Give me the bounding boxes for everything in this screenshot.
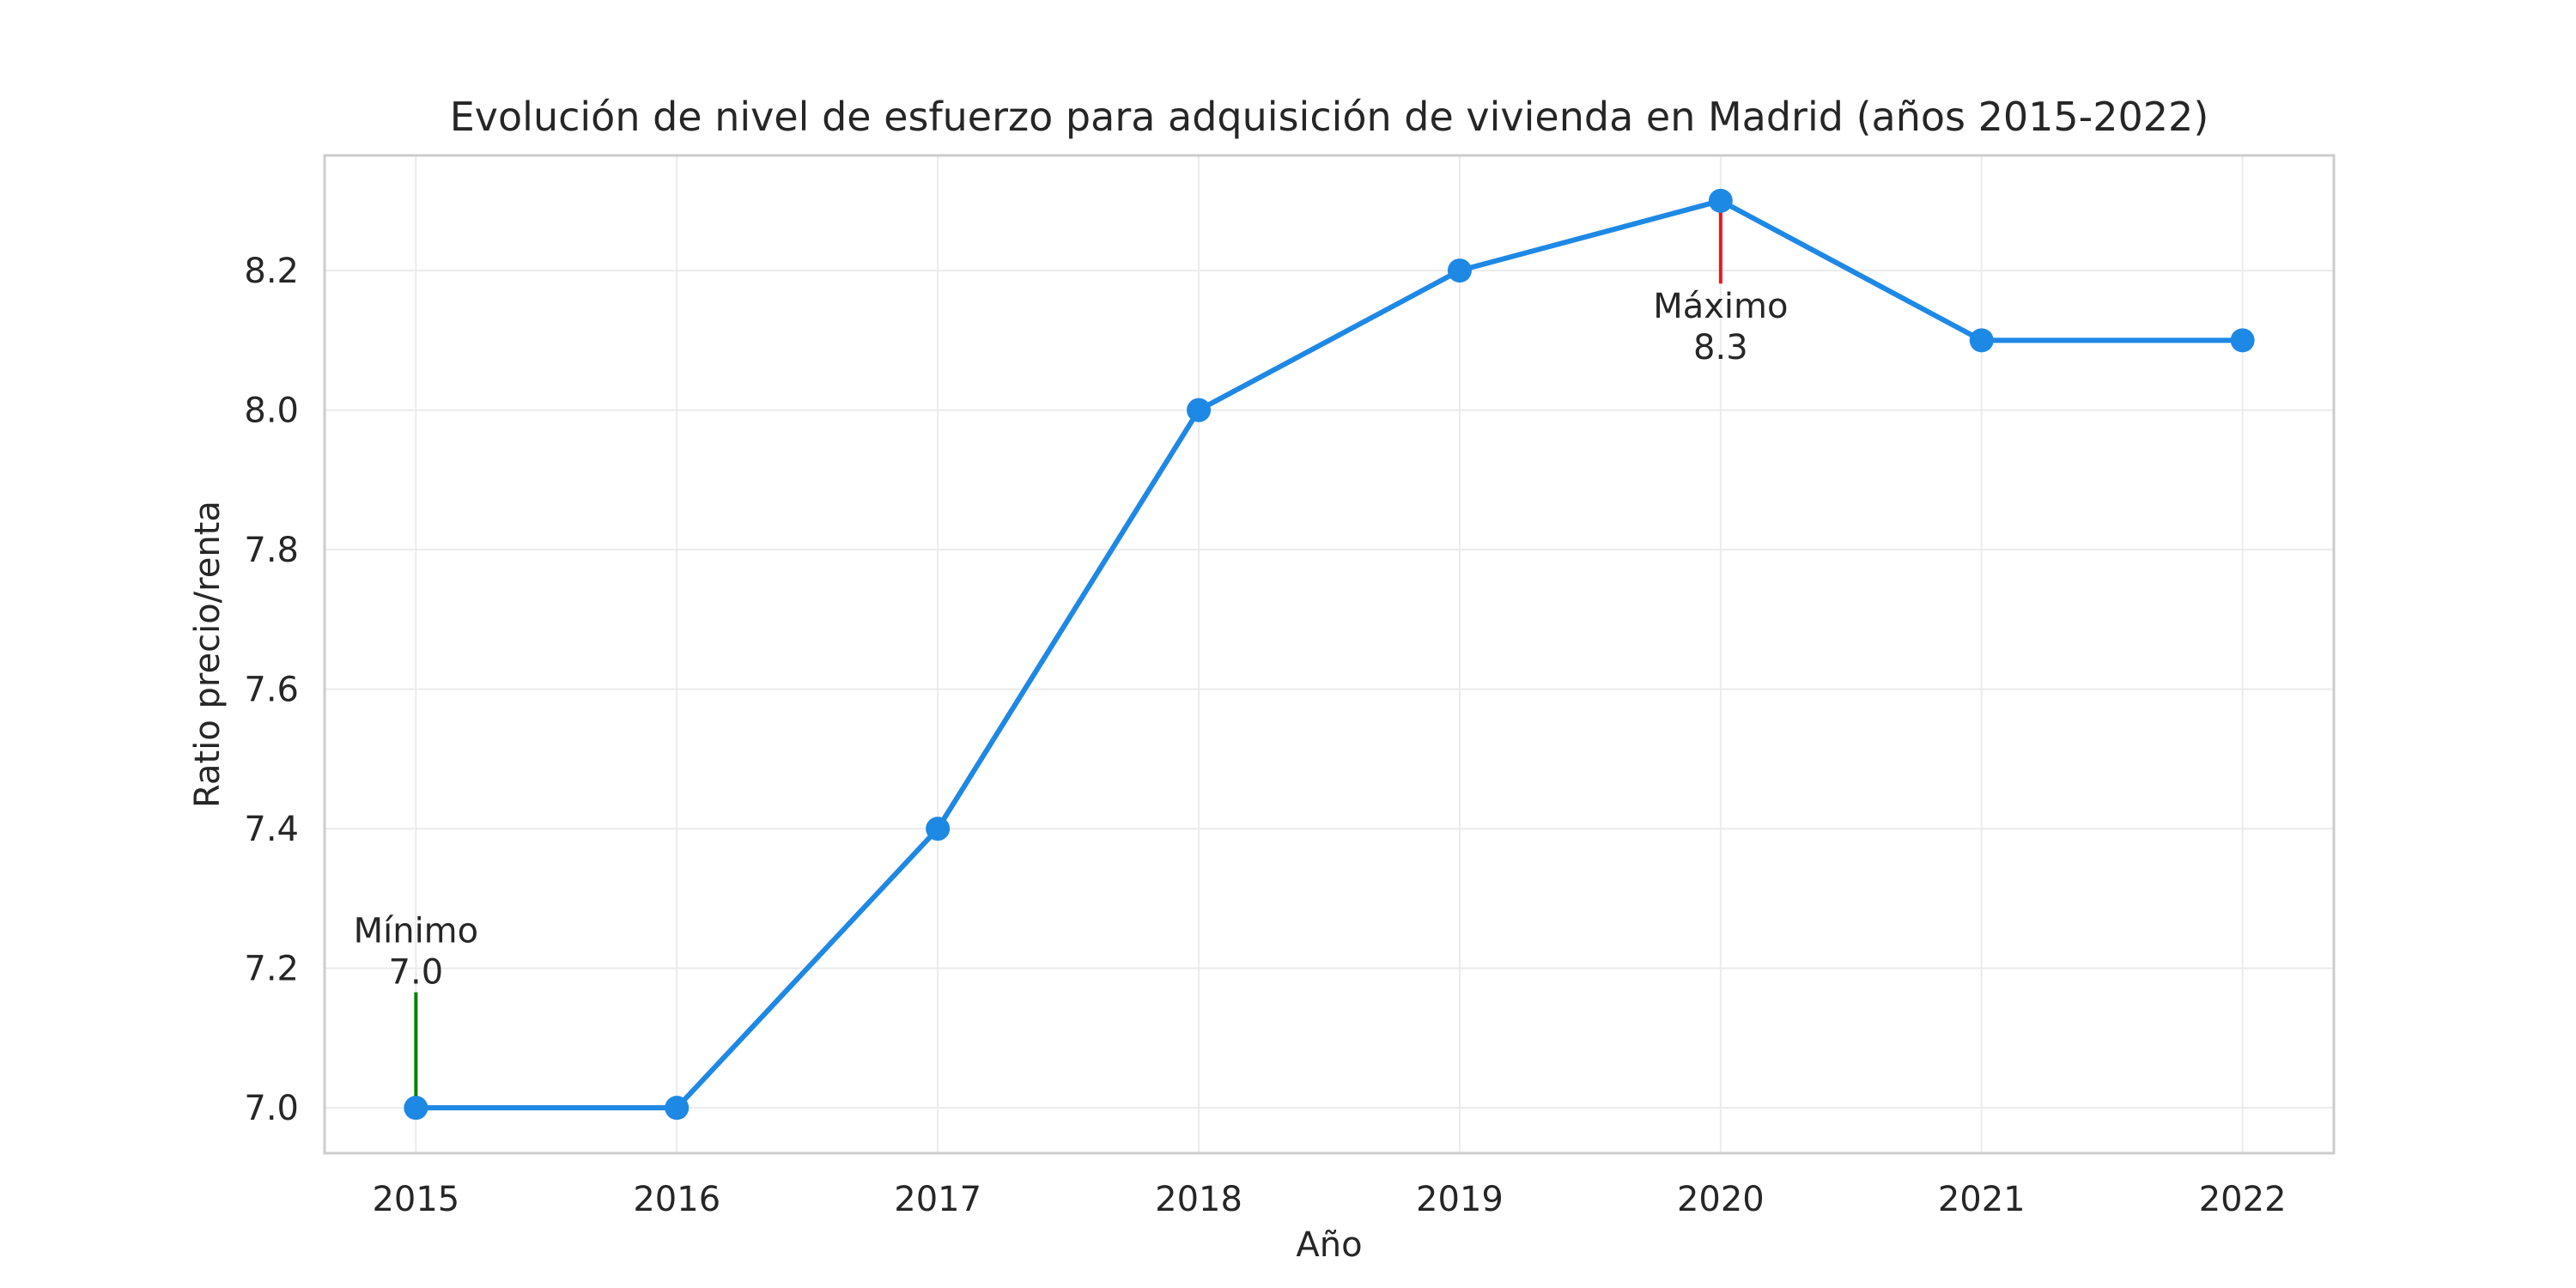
series-line-layer: [416, 197, 2243, 1111]
x-tick-label: 2022: [2199, 1180, 2287, 1219]
x-tick-label: 2017: [894, 1180, 981, 1219]
y-tick-label: 7.0: [244, 1089, 299, 1128]
x-tick-label: 2019: [1416, 1180, 1504, 1219]
x-tick-label: 2016: [633, 1180, 720, 1219]
min-annotation-label: Mínimo: [354, 912, 479, 951]
x-tick-label: 2021: [1938, 1180, 2026, 1219]
data-point: [1447, 258, 1472, 283]
data-point: [1969, 328, 1994, 353]
data-point: [926, 817, 951, 841]
tick-labels: 2015 2016 2017 2018 2019 2020 2021 2022 7.0 7.2 7.…: [244, 252, 2286, 1219]
data-point: [2230, 328, 2255, 353]
x-axis-label: Año: [1296, 1225, 1362, 1265]
y-tick-label: 8.2: [244, 252, 299, 291]
chart-title: Evolución de nivel de esfuerzo para adqu…: [450, 94, 2209, 140]
y-axis-label: Ratio precio/renta: [188, 501, 228, 808]
series-line: [416, 197, 2243, 1111]
y-tick-label: 7.4: [244, 810, 299, 849]
data-point: [665, 1096, 690, 1121]
data-point: [1187, 398, 1212, 422]
y-tick-label: 8.0: [244, 392, 299, 431]
plot-frame: [323, 154, 2336, 1155]
data-point: [404, 1096, 428, 1121]
y-tick-label: 7.6: [244, 671, 299, 710]
x-tick-label: 2015: [372, 1180, 459, 1219]
max-annotation-value: 8.3: [1693, 328, 1748, 368]
grid: [325, 155, 2334, 1153]
y-tick-label: 7.2: [244, 950, 299, 989]
max-annotation-label: Máximo: [1653, 287, 1788, 326]
x-tick-label: 2018: [1155, 1180, 1242, 1219]
data-points: [404, 188, 2255, 1121]
min-annotation-value: 7.0: [389, 953, 444, 993]
y-tick-label: 7.8: [244, 531, 299, 570]
data-point: [1708, 188, 1733, 213]
x-tick-label: 2020: [1677, 1180, 1765, 1219]
